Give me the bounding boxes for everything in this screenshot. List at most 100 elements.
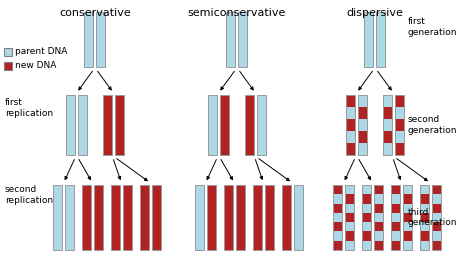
Bar bbox=[432, 231, 441, 241]
Bar bbox=[391, 185, 400, 250]
Bar bbox=[346, 131, 355, 143]
Bar bbox=[403, 222, 412, 231]
Bar bbox=[140, 185, 149, 250]
Bar bbox=[383, 107, 392, 119]
Bar bbox=[391, 241, 400, 250]
Bar bbox=[420, 185, 429, 250]
Bar bbox=[346, 143, 355, 155]
Bar bbox=[65, 185, 74, 250]
Bar bbox=[78, 95, 87, 155]
Bar bbox=[82, 185, 91, 250]
Bar bbox=[403, 241, 412, 250]
Bar bbox=[420, 213, 429, 222]
Bar bbox=[432, 241, 441, 250]
Bar bbox=[403, 185, 412, 250]
Bar bbox=[345, 185, 354, 194]
Bar bbox=[432, 213, 441, 222]
Text: second
generation: second generation bbox=[408, 115, 457, 135]
Bar bbox=[432, 204, 441, 213]
Text: dispersive: dispersive bbox=[346, 8, 403, 18]
Bar bbox=[346, 95, 355, 155]
Bar bbox=[432, 185, 441, 250]
Bar bbox=[362, 204, 371, 213]
Bar bbox=[374, 185, 383, 194]
Bar bbox=[362, 185, 371, 194]
Bar bbox=[362, 194, 371, 204]
Bar bbox=[4, 48, 12, 56]
Text: semiconservative: semiconservative bbox=[188, 8, 286, 18]
Bar bbox=[345, 222, 354, 231]
Bar bbox=[374, 213, 383, 222]
Bar bbox=[395, 107, 404, 119]
Bar bbox=[420, 231, 429, 241]
Bar bbox=[257, 95, 266, 155]
Bar bbox=[66, 95, 75, 155]
Text: first
replication: first replication bbox=[5, 98, 53, 118]
Text: third
generation: third generation bbox=[408, 208, 457, 227]
Bar bbox=[376, 12, 385, 67]
Bar bbox=[333, 231, 342, 241]
Bar bbox=[362, 222, 371, 231]
Bar bbox=[420, 241, 429, 250]
Bar bbox=[345, 213, 354, 222]
Bar bbox=[94, 185, 103, 250]
Bar bbox=[208, 95, 217, 155]
Bar bbox=[53, 185, 62, 250]
Bar bbox=[195, 185, 204, 250]
Bar bbox=[362, 241, 371, 250]
Bar bbox=[333, 222, 342, 231]
Bar bbox=[294, 185, 303, 250]
Bar bbox=[374, 241, 383, 250]
Text: new DNA: new DNA bbox=[15, 62, 56, 70]
Bar bbox=[358, 131, 367, 143]
Bar bbox=[207, 185, 216, 250]
Bar bbox=[391, 231, 400, 241]
Bar bbox=[395, 131, 404, 143]
Bar bbox=[362, 213, 371, 222]
Bar bbox=[391, 213, 400, 222]
Bar bbox=[391, 194, 400, 204]
Bar bbox=[383, 143, 392, 155]
Bar bbox=[238, 12, 247, 67]
Bar bbox=[345, 204, 354, 213]
Bar bbox=[103, 95, 112, 155]
Bar bbox=[333, 213, 342, 222]
Bar bbox=[224, 185, 233, 250]
Bar bbox=[345, 194, 354, 204]
Bar bbox=[358, 95, 367, 107]
Bar bbox=[346, 95, 355, 107]
Bar bbox=[374, 194, 383, 204]
Bar bbox=[383, 95, 392, 155]
Bar bbox=[333, 194, 342, 204]
Bar bbox=[333, 241, 342, 250]
Bar bbox=[282, 185, 291, 250]
Bar bbox=[374, 222, 383, 231]
Bar bbox=[97, 12, 106, 67]
Bar bbox=[345, 231, 354, 241]
Bar bbox=[115, 95, 124, 155]
Bar bbox=[374, 185, 383, 250]
Bar bbox=[432, 194, 441, 204]
Bar bbox=[362, 185, 371, 250]
Bar bbox=[391, 204, 400, 213]
Bar bbox=[403, 185, 412, 194]
Bar bbox=[432, 185, 441, 194]
Bar bbox=[395, 143, 404, 155]
Bar bbox=[374, 231, 383, 241]
Bar bbox=[383, 95, 392, 107]
Bar bbox=[395, 119, 404, 131]
Bar bbox=[4, 62, 12, 70]
Bar bbox=[358, 107, 367, 119]
Bar bbox=[358, 143, 367, 155]
Bar bbox=[333, 185, 342, 194]
Bar bbox=[245, 95, 254, 155]
Bar bbox=[253, 185, 262, 250]
Bar bbox=[346, 107, 355, 119]
Bar bbox=[346, 119, 355, 131]
Bar bbox=[265, 185, 274, 250]
Bar bbox=[403, 213, 412, 222]
Bar bbox=[420, 194, 429, 204]
Bar bbox=[403, 204, 412, 213]
Text: parent DNA: parent DNA bbox=[15, 47, 67, 57]
Bar bbox=[365, 12, 374, 67]
